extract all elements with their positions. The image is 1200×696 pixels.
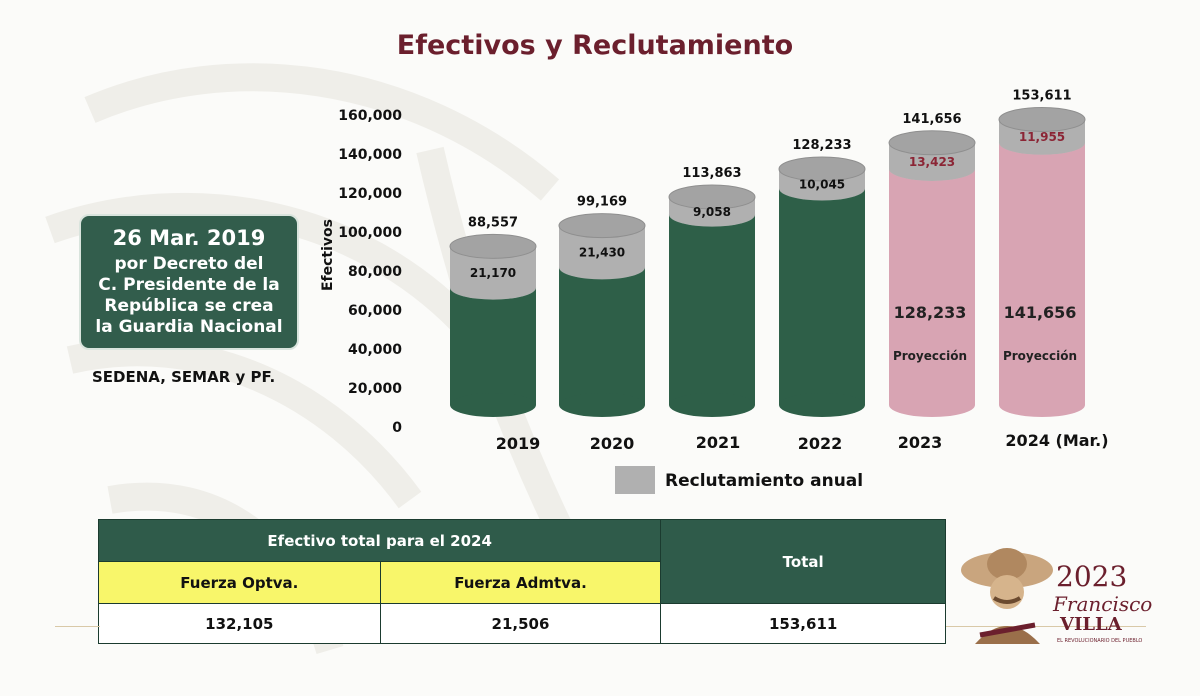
x-tick-label: 2022 [798,434,843,453]
legend-swatch [615,466,655,494]
bar-top [558,213,646,239]
table-cell-admtva: 21,506 [379,603,662,644]
x-tick-label: 2019 [496,434,541,453]
bar-recruitment-bottom [450,275,536,300]
info-line: C. Presidente de la [98,275,280,295]
total-label: 128,233 [792,138,851,153]
x-tick-label: 2021 [696,433,741,452]
bar-base [559,267,645,405]
bar-top [668,184,756,210]
bar-chart: 0 20,000 40,000 60,000 80,000 100,000 120,000 1… [320,88,1109,453]
bar-top [778,156,866,182]
bar-group: 10,045 128,233 2022 [778,138,866,453]
table-col-optva: Fuerza Optva. [98,561,381,604]
table-total-header: Total [660,519,946,604]
bar-base [999,142,1085,405]
bar-base [779,188,865,405]
legend-label: Reclutamiento anual [665,471,864,491]
y-tick-label: 40,000 [348,342,402,358]
info-box: 26 Mar. 2019 por Decreto del C. Presiden… [79,214,299,350]
bar-bottom [889,393,975,417]
logo-name: Francisco [1053,592,1153,616]
y-axis-label: Efectivos [320,219,336,291]
y-tick-label: 160,000 [338,108,402,124]
projection-text: Proyección [893,349,967,363]
bar-bottom [999,393,1085,417]
info-text: por Decreto del C. Presidente de la Repú… [81,254,297,338]
bar-bottom [779,393,865,417]
info-line: por Decreto del [114,254,264,274]
table-cell-optva: 132,105 [98,603,381,644]
bar-group: 9,058 113,863 2021 [668,166,756,452]
bar-group: 21,430 99,169 2020 [558,195,646,453]
y-tick-label: 140,000 [338,147,402,163]
source-note: SEDENA, SEMAR y PF. [92,368,276,386]
bar-recruitment-bottom [669,202,755,227]
recruitment-label: 9,058 [693,205,731,219]
bar-group: 11,955 153,611 2024 (Mar.) 141,656 Proyecció… [998,88,1109,450]
recruitment-label: 10,045 [799,178,845,192]
logo-year: 2023 [1056,560,1128,593]
bar-recruitment-bottom [999,130,1085,155]
bar-base [889,168,975,405]
total-label: 141,656 [902,112,961,127]
table-header: Efectivo total para el 2024 [97,519,662,562]
bar-recruitment-bottom [779,176,865,201]
portrait-icon [961,548,1053,644]
y-tick-label: 20,000 [348,381,402,397]
bar-bottom [669,393,755,417]
projection-base-label: 128,233 [894,303,967,322]
table-cell-total: 153,611 [660,603,946,644]
y-tick-label: 60,000 [348,303,402,319]
table-col-admtva: Fuerza Admtva. [379,561,662,604]
bar-base [450,287,536,405]
total-label: 88,557 [468,215,518,230]
info-line: República se crea [104,296,274,316]
bar-bottom [559,393,645,417]
bar-recruitment-bottom [889,156,975,181]
recruitment-label: 11,955 [1019,130,1065,144]
total-label: 113,863 [682,166,741,181]
x-tick-label: 2024 (Mar.) [1005,431,1108,450]
info-line: la Guardia Nacional [95,317,283,337]
summary-table: Efectivo total para el 2024 Total Fuerza… [97,519,946,644]
x-tick-label: 2020 [590,434,635,453]
recruitment-label: 21,430 [579,246,625,260]
y-tick-label: 100,000 [338,225,402,241]
francisco-villa-logo: 2023 Francisco VILLA EL REVOLUCIONARIO D… [960,540,1160,650]
bar-top [449,233,537,259]
divider [55,626,100,627]
bar-bottom [450,393,536,417]
y-tick-label: 0 [392,420,402,436]
bar-base [669,214,755,405]
recruitment-label: 21,170 [470,266,516,280]
projection-base-label: 141,656 [1004,303,1077,322]
info-date: 26 Mar. 2019 [112,226,266,250]
bar-recruitment-bottom [559,255,645,280]
bar-top [888,130,976,156]
projection-text: Proyección [1003,349,1077,363]
bar-group: 21,170 88,557 2019 [449,215,541,453]
total-label: 153,611 [1012,88,1071,103]
page-title: Efectivos y Reclutamiento [396,30,794,61]
total-label: 99,169 [577,195,627,210]
y-tick-label: 80,000 [348,264,402,280]
logo-tagline: EL REVOLUCIONARIO DEL PUEBLO [1057,638,1143,644]
y-tick-label: 120,000 [338,186,402,202]
divider [946,626,1146,627]
recruitment-label: 13,423 [909,155,955,169]
logo-name-2: VILLA [1060,614,1122,635]
bar-top [998,106,1086,132]
x-tick-label: 2023 [898,433,943,452]
bar-group: 13,423 141,656 2023 128,233 Proyección [888,112,976,452]
